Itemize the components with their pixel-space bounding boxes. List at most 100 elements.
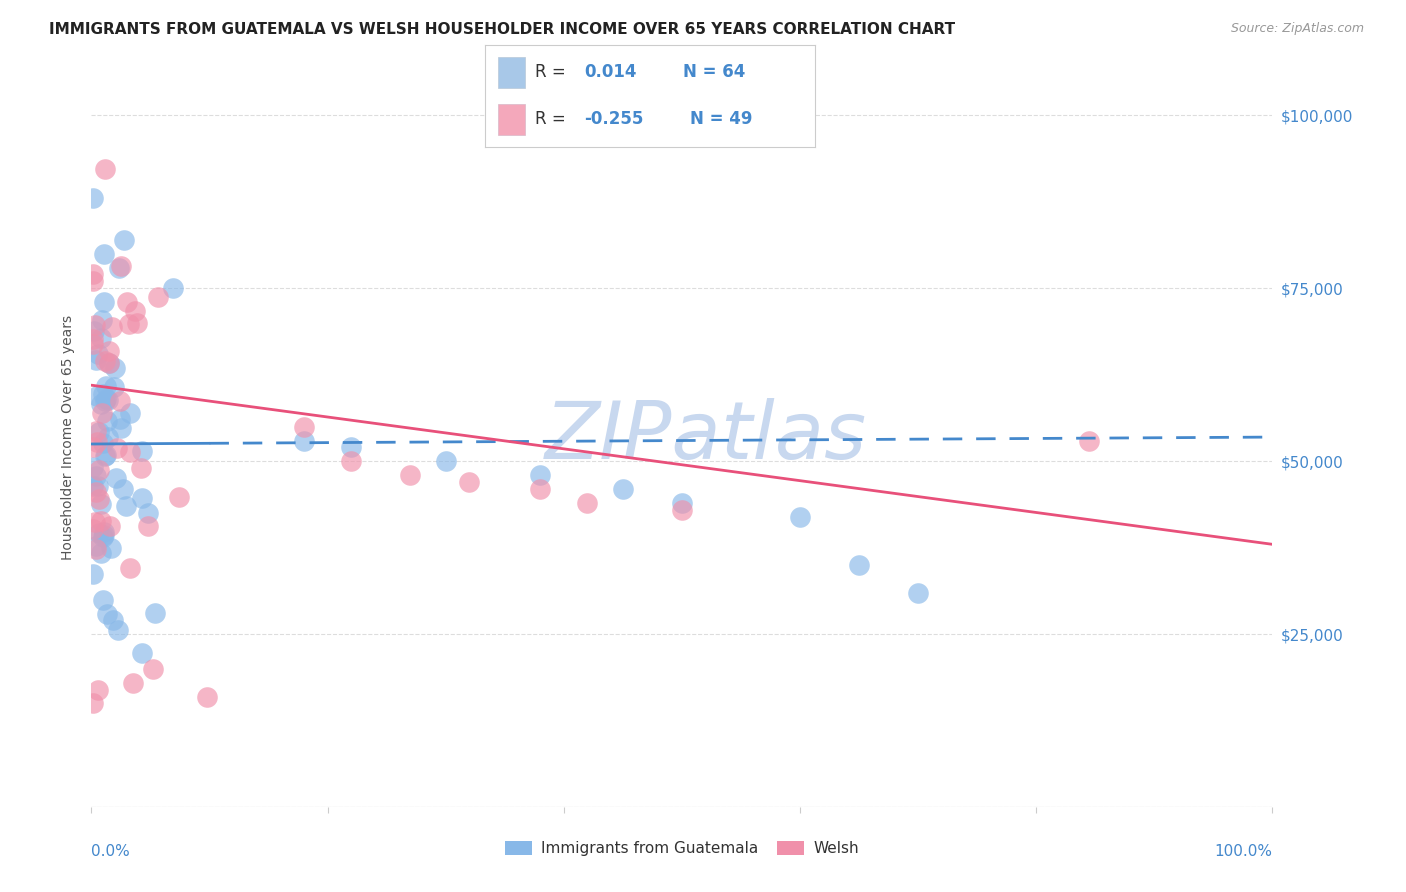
Point	[789, 509, 811, 524]
Point	[115, 499, 138, 513]
Point	[93, 524, 115, 539]
Point	[89, 425, 111, 439]
FancyBboxPatch shape	[498, 57, 524, 87]
Point	[82, 567, 104, 582]
Point	[105, 442, 128, 456]
Point	[167, 490, 190, 504]
Point	[93, 246, 115, 260]
Point	[90, 313, 112, 327]
Point	[87, 492, 110, 507]
Point	[340, 454, 363, 468]
Point	[93, 294, 115, 309]
Text: IMMIGRANTS FROM GUATEMALA VS WELSH HOUSEHOLDER INCOME OVER 65 YEARS CORRELATION : IMMIGRANTS FROM GUATEMALA VS WELSH HOUSE…	[49, 22, 955, 37]
Point	[98, 519, 121, 533]
Point	[120, 406, 142, 420]
Point	[90, 514, 112, 528]
Point	[82, 522, 104, 536]
Point	[108, 393, 131, 408]
Point	[90, 331, 112, 345]
Point	[87, 347, 110, 361]
Point	[87, 682, 110, 697]
Point	[107, 623, 129, 637]
Point	[162, 281, 184, 295]
Point	[136, 506, 159, 520]
Point	[87, 526, 110, 541]
Point	[120, 445, 142, 459]
Text: R =: R =	[534, 63, 571, 81]
FancyBboxPatch shape	[498, 104, 524, 135]
Text: R =: R =	[534, 111, 571, 128]
Point	[82, 332, 104, 346]
Point	[96, 607, 118, 621]
Point	[96, 379, 118, 393]
Point	[91, 592, 114, 607]
Point	[340, 441, 363, 455]
Text: 0.014: 0.014	[585, 63, 637, 81]
Point	[82, 267, 104, 281]
Point	[91, 405, 114, 419]
Point	[112, 233, 135, 247]
Point	[84, 424, 107, 438]
Point	[118, 317, 141, 331]
Point	[87, 479, 110, 493]
Text: ZIPatlas: ZIPatlas	[544, 398, 866, 476]
Point	[110, 259, 132, 273]
Point	[82, 274, 104, 288]
Point	[82, 697, 104, 711]
Y-axis label: Householder Income Over 65 years: Householder Income Over 65 years	[62, 315, 76, 559]
Point	[101, 614, 124, 628]
Point	[82, 440, 104, 454]
Point	[93, 354, 115, 368]
Point	[91, 387, 114, 401]
Text: 100.0%: 100.0%	[1215, 844, 1272, 859]
Text: 0.0%: 0.0%	[91, 844, 131, 859]
Point	[97, 430, 120, 444]
Point	[576, 496, 599, 510]
Point	[83, 318, 105, 332]
Point	[292, 419, 315, 434]
Point	[127, 316, 149, 330]
Point	[98, 343, 121, 358]
Point	[111, 482, 134, 496]
Point	[529, 468, 551, 483]
Point	[90, 497, 112, 511]
Legend: Immigrants from Guatemala, Welsh: Immigrants from Guatemala, Welsh	[499, 835, 865, 863]
Point	[91, 435, 114, 450]
Point	[100, 541, 122, 555]
Point	[104, 361, 127, 376]
Point	[90, 546, 112, 560]
Point	[84, 352, 107, 367]
Point	[399, 468, 422, 483]
Point	[110, 421, 132, 435]
Point	[131, 646, 153, 660]
Point	[86, 389, 108, 403]
Point	[94, 448, 117, 462]
Point	[94, 450, 117, 464]
Point	[612, 482, 634, 496]
Point	[131, 443, 153, 458]
Point	[195, 690, 218, 704]
Point	[91, 530, 114, 544]
Point	[101, 320, 124, 334]
Point	[83, 324, 105, 338]
Point	[907, 586, 929, 600]
Point	[97, 356, 120, 370]
Point	[94, 392, 117, 407]
Point	[97, 392, 120, 407]
Point	[84, 541, 107, 556]
Point	[104, 470, 127, 484]
Point	[529, 482, 551, 496]
Point	[143, 606, 166, 620]
Point	[671, 502, 693, 516]
Point	[84, 515, 107, 529]
Text: N = 49: N = 49	[690, 111, 752, 128]
Point	[671, 496, 693, 510]
Point	[108, 411, 131, 425]
Point	[107, 260, 129, 275]
Point	[86, 539, 108, 553]
Point	[89, 463, 111, 477]
Point	[90, 397, 112, 411]
Point	[122, 675, 145, 690]
Point	[82, 459, 104, 474]
Point	[1078, 434, 1101, 448]
